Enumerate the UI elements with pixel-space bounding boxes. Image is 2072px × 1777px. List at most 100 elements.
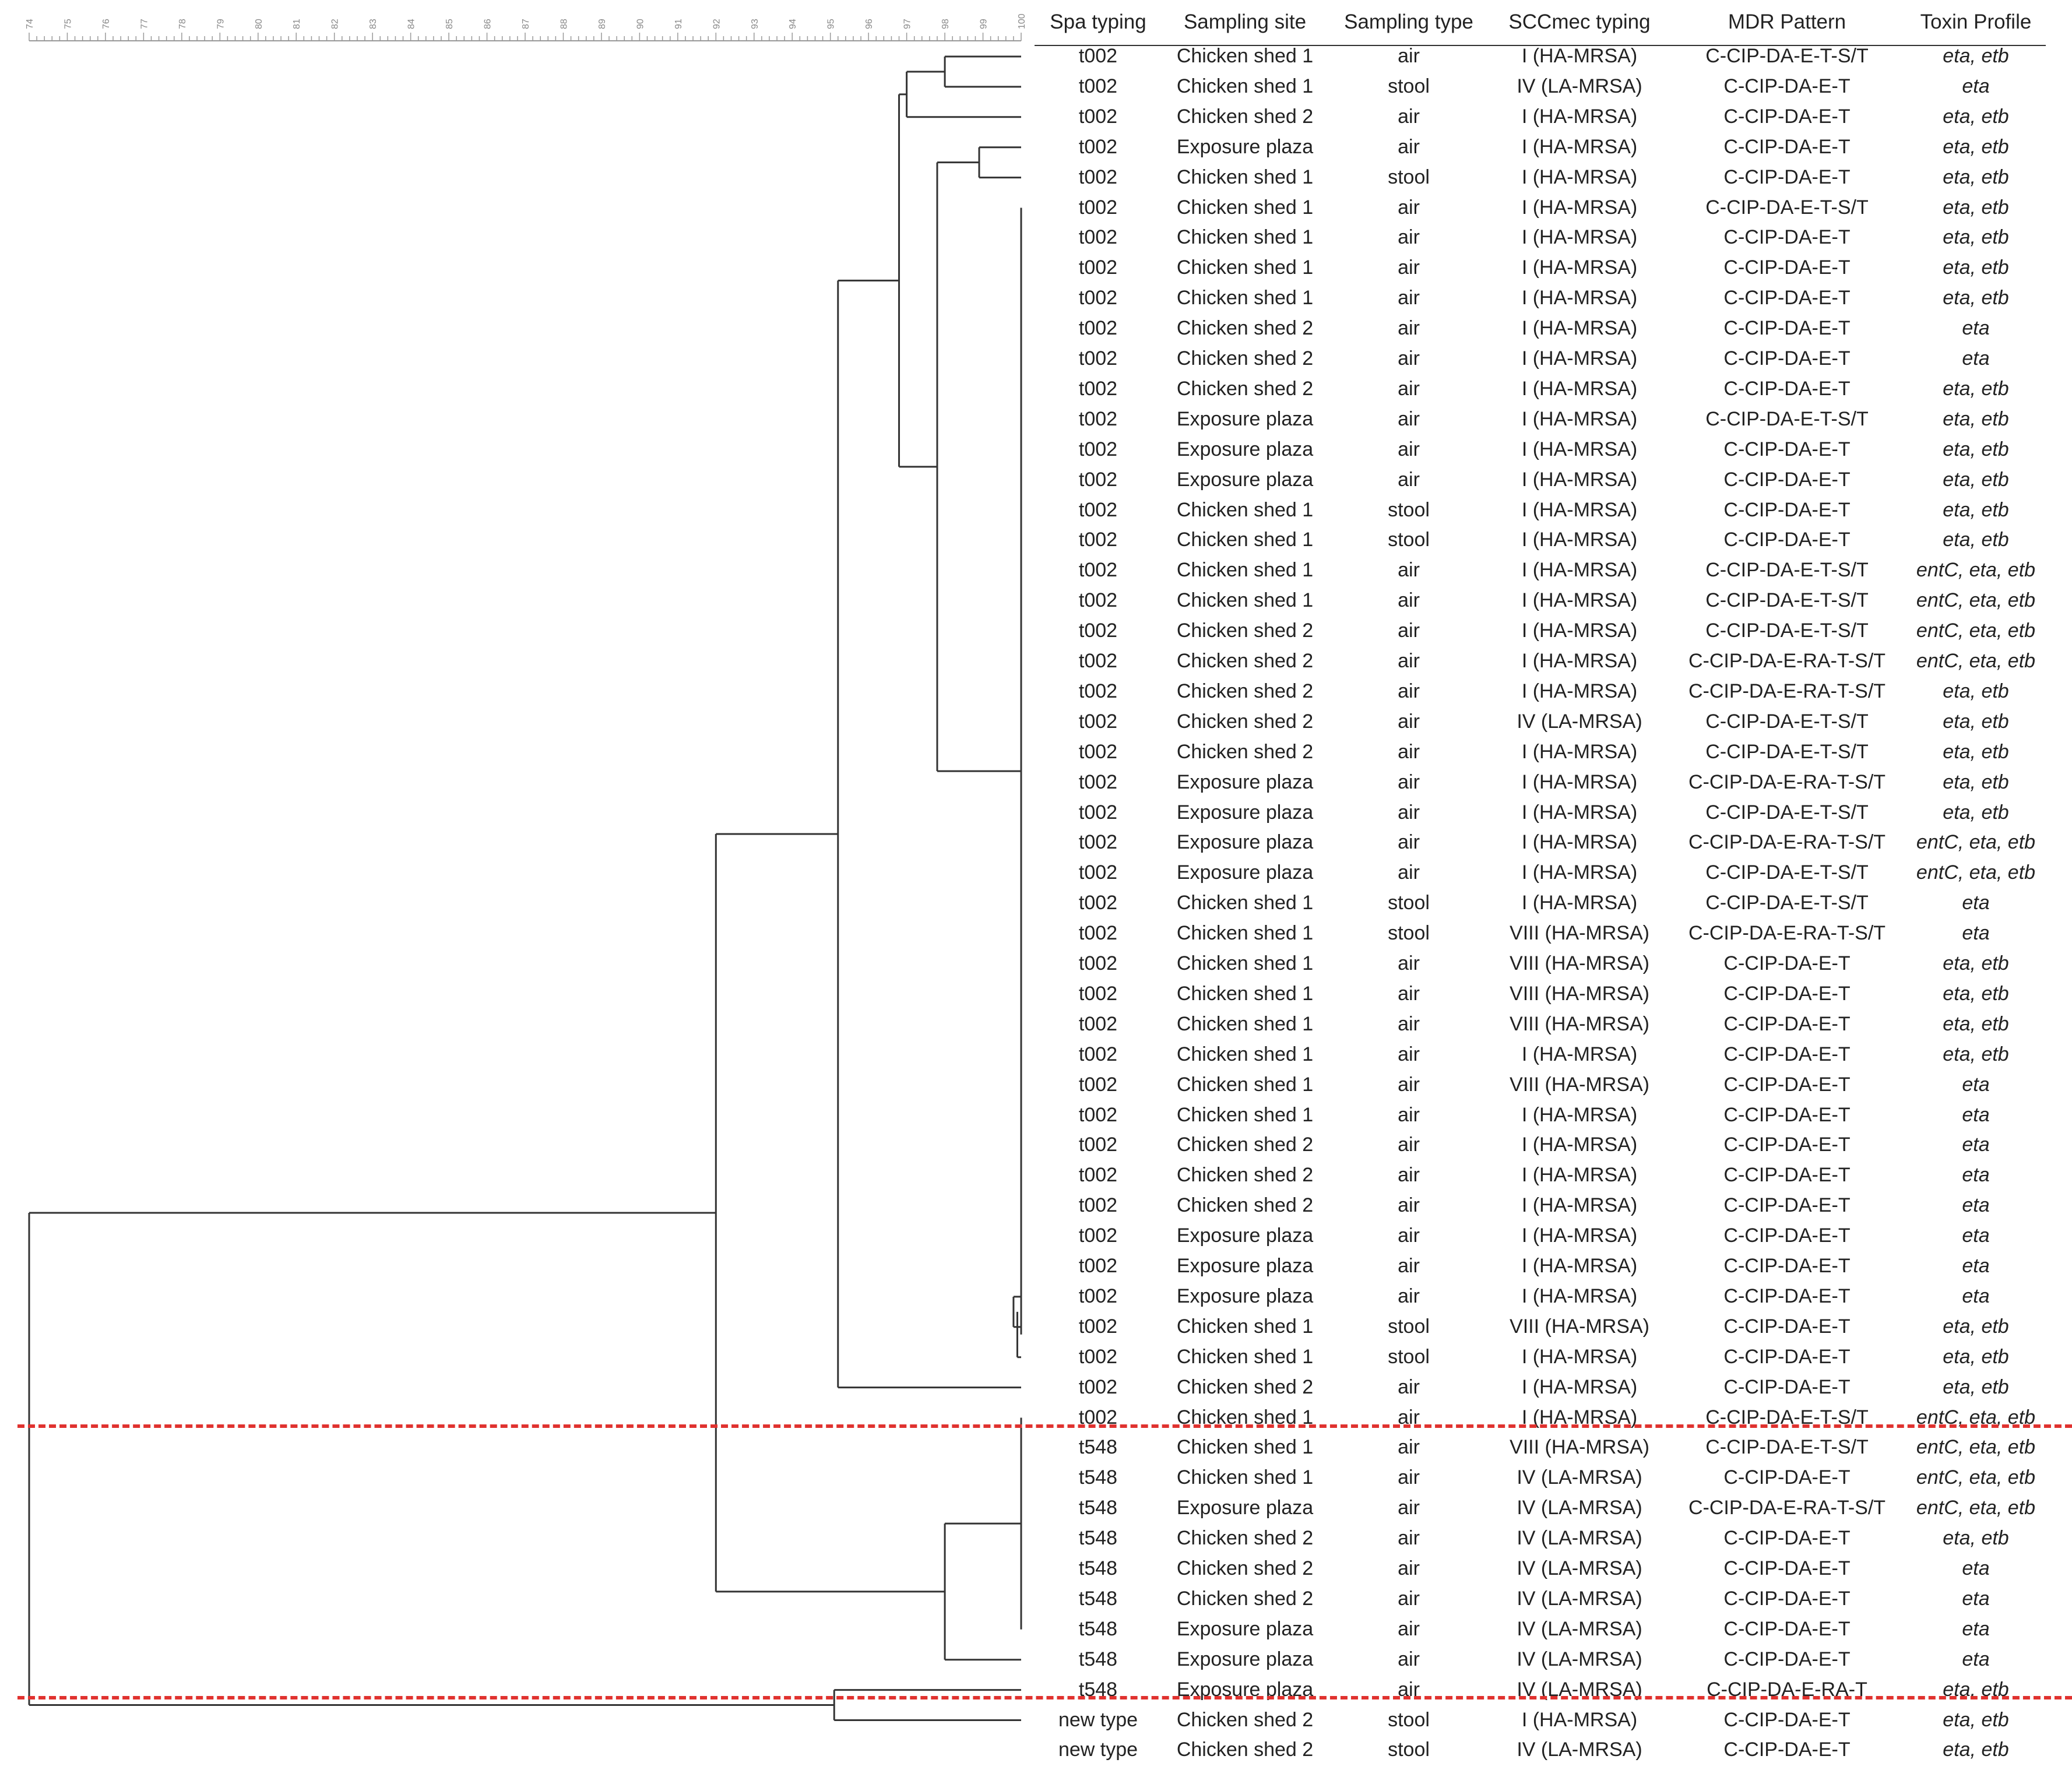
cell-sampling-site: Chicken shed 2 [1176, 620, 1314, 642]
cell-spa-typing: t002 [1078, 166, 1118, 188]
cell-mdr-pattern: C-CIP-DA-E-T-S/T [1705, 1436, 1869, 1459]
cell-spa-typing: t002 [1078, 559, 1118, 582]
cell-mdr-pattern: C-CIP-DA-E-T [1723, 1648, 1851, 1670]
cell-mdr-pattern: C-CIP-DA-E-T [1723, 256, 1851, 279]
cell-sccmec-typing: I (HA-MRSA) [1521, 831, 1638, 854]
cell-sampling-site: Exposure plaza [1176, 1285, 1314, 1307]
scale-label: 90 [635, 19, 645, 29]
cell-sampling-site: Chicken shed 1 [1176, 287, 1314, 309]
scale-label: 100 [1017, 13, 1027, 29]
cell-sccmec-typing: I (HA-MRSA) [1521, 559, 1638, 582]
cell-toxin-profile: eta, etb [1943, 135, 2009, 158]
cell-toxin-profile: eta, etb [1943, 226, 2009, 249]
cell-toxin-profile: eta, etb [1943, 407, 2009, 430]
cell-sccmec-typing: I (HA-MRSA) [1521, 650, 1638, 672]
cell-mdr-pattern: C-CIP-DA-E-T [1723, 529, 1851, 551]
column-header-sampling-site: Sampling site [1183, 10, 1307, 33]
cell-toxin-profile: entC, eta, etb [1916, 559, 2036, 582]
cell-spa-typing: t002 [1078, 468, 1118, 491]
cell-spa-typing: t002 [1078, 1315, 1118, 1338]
cell-sccmec-typing: I (HA-MRSA) [1521, 45, 1638, 67]
scale-label: 99 [979, 19, 989, 29]
cell-sampling-site: Chicken shed 2 [1176, 740, 1314, 763]
dendrogram [28, 55, 1022, 1721]
cell-sampling-site: Chicken shed 1 [1176, 529, 1314, 551]
scale-label: 88 [559, 19, 569, 29]
cell-sccmec-typing: IV (LA-MRSA) [1517, 710, 1642, 733]
cell-spa-typing: t548 [1078, 1617, 1118, 1640]
cell-sccmec-typing: I (HA-MRSA) [1521, 256, 1638, 279]
cell-spa-typing: t002 [1078, 1375, 1118, 1398]
cell-sccmec-typing: IV (LA-MRSA) [1517, 1587, 1642, 1610]
cell-spa-typing: t002 [1078, 1043, 1118, 1065]
cell-sccmec-typing: VIII (HA-MRSA) [1510, 982, 1649, 1005]
cell-sccmec-typing: I (HA-MRSA) [1521, 892, 1638, 914]
cell-mdr-pattern: C-CIP-DA-E-T [1723, 1043, 1851, 1065]
cell-sampling-site: Chicken shed 1 [1176, 1436, 1314, 1459]
cell-spa-typing: t002 [1078, 317, 1118, 340]
cell-spa-typing: t002 [1078, 801, 1118, 824]
cell-sampling-site: Chicken shed 1 [1176, 1103, 1314, 1126]
cell-sccmec-typing: I (HA-MRSA) [1521, 498, 1638, 521]
cell-toxin-profile: eta, etb [1943, 105, 2009, 128]
cell-toxin-profile: eta, etb [1943, 1345, 2009, 1368]
cell-toxin-profile: eta, etb [1943, 498, 2009, 521]
cell-spa-typing: t002 [1078, 256, 1118, 279]
cell-sccmec-typing: I (HA-MRSA) [1521, 861, 1638, 884]
cell-sampling-site: Chicken shed 1 [1176, 952, 1314, 974]
cell-sampling-type: air [1398, 589, 1420, 612]
cell-sccmec-typing: VIII (HA-MRSA) [1510, 1012, 1649, 1035]
cell-sccmec-typing: I (HA-MRSA) [1521, 1285, 1638, 1307]
cell-toxin-profile: eta, etb [1943, 1012, 2009, 1035]
cell-sampling-type: air [1398, 1375, 1420, 1398]
cell-sampling-type: stool [1388, 922, 1430, 945]
scale-label: 91 [674, 19, 684, 29]
cell-mdr-pattern: C-CIP-DA-E-T-S/T [1705, 559, 1869, 582]
cell-sampling-site: Chicken shed 1 [1176, 75, 1314, 97]
cell-sampling-site: Chicken shed 1 [1176, 1012, 1314, 1035]
cell-toxin-profile: eta, etb [1943, 801, 2009, 824]
cell-spa-typing: t002 [1078, 1164, 1118, 1187]
cell-sampling-type: stool [1388, 1739, 1430, 1761]
cell-mdr-pattern: C-CIP-DA-E-T [1723, 982, 1851, 1005]
cell-sampling-site: Exposure plaza [1176, 861, 1314, 884]
cell-sampling-type: stool [1388, 1315, 1430, 1338]
cell-sccmec-typing: I (HA-MRSA) [1521, 347, 1638, 370]
cell-spa-typing: t548 [1078, 1587, 1118, 1610]
cell-spa-typing: t002 [1078, 770, 1118, 793]
cell-sampling-site: Chicken shed 1 [1176, 1315, 1314, 1338]
cell-sampling-type: air [1398, 1224, 1420, 1247]
cell-mdr-pattern: C-CIP-DA-E-T [1723, 287, 1851, 309]
cell-sampling-type: air [1398, 347, 1420, 370]
cell-sampling-site: Chicken shed 2 [1176, 377, 1314, 400]
cell-mdr-pattern: C-CIP-DA-E-T [1723, 166, 1851, 188]
cell-toxin-profile: eta [1962, 1557, 1990, 1579]
cell-toxin-profile: entC, eta, etb [1916, 1466, 2036, 1489]
cell-sccmec-typing: IV (LA-MRSA) [1517, 1466, 1642, 1489]
cell-mdr-pattern: C-CIP-DA-E-RA-T-S/T [1688, 922, 1886, 945]
cell-sampling-site: Exposure plaza [1176, 438, 1314, 460]
cell-sampling-site: Chicken shed 2 [1176, 1527, 1314, 1550]
cell-mdr-pattern: C-CIP-DA-E-T-S/T [1705, 740, 1869, 763]
scale-label: 77 [139, 19, 149, 29]
cell-sampling-site: Chicken shed 1 [1176, 196, 1314, 219]
cell-mdr-pattern: C-CIP-DA-E-T [1723, 377, 1851, 400]
cell-sampling-site: Chicken shed 2 [1176, 710, 1314, 733]
cell-spa-typing: t002 [1078, 922, 1118, 945]
cell-mdr-pattern: C-CIP-DA-E-T-S/T [1705, 710, 1869, 733]
cell-sccmec-typing: I (HA-MRSA) [1521, 196, 1638, 219]
cell-sampling-type: air [1398, 861, 1420, 884]
cell-spa-typing: t002 [1078, 1194, 1118, 1217]
cell-sampling-site: Exposure plaza [1176, 1617, 1314, 1640]
cell-mdr-pattern: C-CIP-DA-E-T [1723, 75, 1851, 97]
cell-toxin-profile: entC, eta, etb [1916, 589, 2036, 612]
scale-label: 75 [63, 19, 73, 29]
cell-toxin-profile: eta, etb [1943, 45, 2009, 67]
cell-sampling-site: Chicken shed 1 [1176, 45, 1314, 67]
cell-spa-typing: t002 [1078, 952, 1118, 974]
cell-toxin-profile: eta, etb [1943, 1375, 2009, 1398]
cell-sccmec-typing: I (HA-MRSA) [1521, 1103, 1638, 1126]
cell-sccmec-typing: I (HA-MRSA) [1521, 438, 1638, 460]
cell-spa-typing: t002 [1078, 650, 1118, 672]
cell-sampling-site: Chicken shed 2 [1176, 347, 1314, 370]
